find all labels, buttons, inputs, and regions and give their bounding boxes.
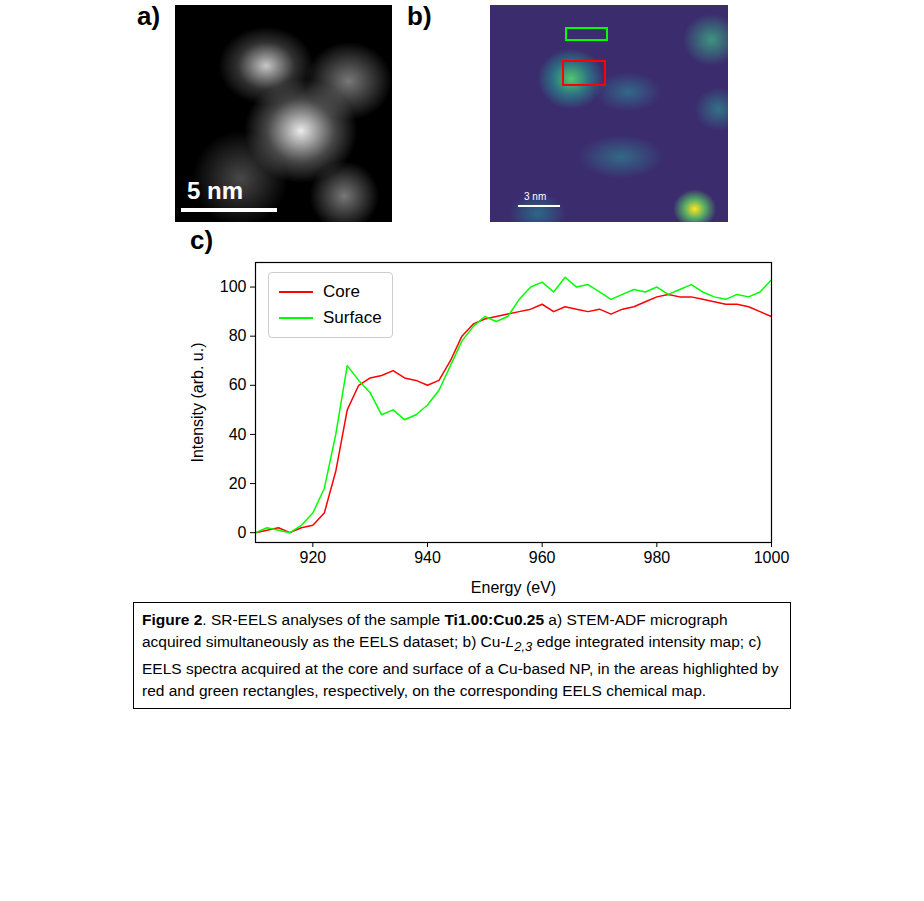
svg-text:920: 920	[299, 549, 326, 566]
html-text:Surface: Surface	[323, 308, 382, 327]
svg-text:Intensity (arb. u.): Intensity (arb. u.)	[189, 342, 206, 462]
html-text:b): b)	[407, 1, 432, 31]
html-text:5 nm: 5 nm	[187, 177, 243, 204]
svg-text:20: 20	[229, 475, 247, 492]
svg-text:40: 40	[229, 426, 247, 443]
html-text:Core: Core	[323, 282, 360, 301]
svg-text:80: 80	[229, 327, 247, 344]
svg-text:940: 940	[414, 549, 441, 566]
svg-text:980: 980	[643, 549, 670, 566]
svg-text:1000: 1000	[754, 549, 790, 566]
html-text:3 nm: 3 nm	[524, 191, 547, 202]
svg-text:0: 0	[238, 524, 247, 541]
svg-text:Energy (eV): Energy (eV)	[471, 579, 556, 596]
html-text:Figure 2. SR-EELS analyses of: Figure 2. SR-EELS analyses of the sample…	[142, 611, 779, 700]
svg-text:960: 960	[529, 549, 556, 566]
html-text:c): c)	[190, 225, 214, 255]
svg-text:100: 100	[220, 278, 247, 295]
svg-text:60: 60	[229, 376, 247, 393]
html-text:a): a)	[137, 1, 161, 31]
